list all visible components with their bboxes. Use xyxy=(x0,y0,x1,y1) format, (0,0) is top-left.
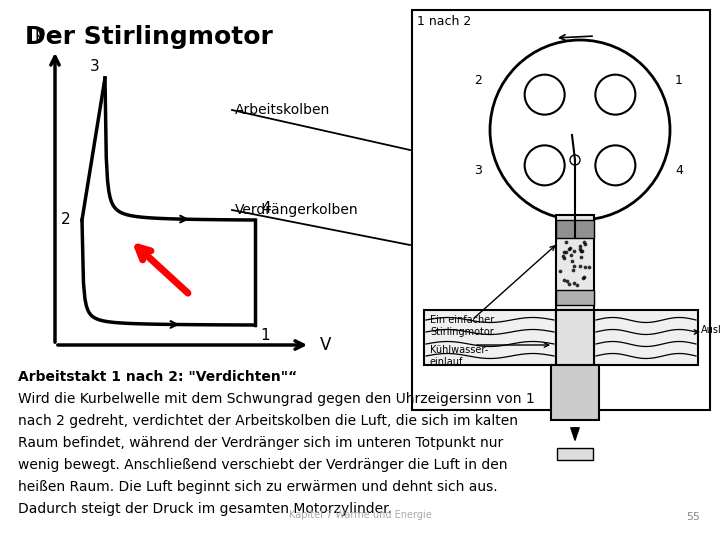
Point xyxy=(577,247,588,256)
Point xyxy=(559,254,570,262)
Text: Verdrängerkolben: Verdrängerkolben xyxy=(235,203,359,217)
Text: Arbeitstakt 1 nach 2: "Verdichten"“: Arbeitstakt 1 nach 2: "Verdichten"“ xyxy=(18,370,297,384)
Bar xyxy=(551,365,599,420)
Point xyxy=(575,245,586,253)
Text: Ein einfacher: Ein einfacher xyxy=(430,315,494,325)
Text: Arbeitskolben: Arbeitskolben xyxy=(235,103,330,117)
Text: Stirlingmotor: Stirlingmotor xyxy=(430,327,494,337)
Bar xyxy=(556,310,594,365)
Bar xyxy=(594,310,698,365)
Point xyxy=(558,248,570,256)
Point xyxy=(579,240,590,249)
Text: Kühlwasser-: Kühlwasser- xyxy=(430,345,488,355)
Point xyxy=(583,262,595,271)
Text: 1 nach 2: 1 nach 2 xyxy=(417,15,472,28)
Text: 2: 2 xyxy=(474,74,482,87)
Text: Dadurch steigt der Druck im gesamten Motorzylinder.: Dadurch steigt der Druck im gesamten Mot… xyxy=(18,502,392,516)
Point xyxy=(577,274,589,282)
Bar xyxy=(424,310,556,365)
Text: 3: 3 xyxy=(474,164,482,177)
Point xyxy=(566,257,577,266)
Point xyxy=(564,243,575,252)
Text: Kapitel 7 Wärme und Energie: Kapitel 7 Wärme und Energie xyxy=(289,510,431,520)
Text: 3: 3 xyxy=(90,59,100,74)
Point xyxy=(575,253,587,262)
Text: einlauf: einlauf xyxy=(430,357,464,367)
Point xyxy=(575,262,586,271)
Bar xyxy=(556,215,594,310)
Point xyxy=(564,245,575,253)
Text: Wird die Kurbelwelle mit dem Schwungrad gegen den Uhrzeigersinn von 1: Wird die Kurbelwelle mit dem Schwungrad … xyxy=(18,392,535,406)
Point xyxy=(574,241,585,250)
Point xyxy=(560,238,572,246)
Point xyxy=(575,247,587,255)
Point xyxy=(579,262,590,271)
Point xyxy=(560,248,572,256)
Bar xyxy=(412,10,710,410)
Text: 2: 2 xyxy=(60,213,70,227)
Bar xyxy=(556,220,594,238)
Bar xyxy=(557,448,593,460)
Text: Auslauf: Auslauf xyxy=(701,325,720,335)
Point xyxy=(569,247,580,255)
Point xyxy=(561,277,572,286)
Point xyxy=(578,238,590,247)
Point xyxy=(563,280,575,288)
Point xyxy=(567,266,579,274)
Text: V: V xyxy=(320,336,331,354)
Point xyxy=(565,251,577,259)
Text: p: p xyxy=(35,24,45,42)
Text: 1: 1 xyxy=(260,328,269,343)
Text: wenig bewegt. Anschließend verschiebt der Verdränger die Luft in den: wenig bewegt. Anschließend verschiebt de… xyxy=(18,458,508,472)
Point xyxy=(558,251,570,260)
Point xyxy=(571,281,582,289)
Text: Der Stirlingmotor: Der Stirlingmotor xyxy=(25,25,273,49)
Point xyxy=(559,275,570,284)
Text: 55: 55 xyxy=(686,512,700,522)
Point xyxy=(568,278,580,287)
Circle shape xyxy=(570,155,580,165)
Text: Raum befindet, während der Verdränger sich im unteren Totpunkt nur: Raum befindet, während der Verdränger si… xyxy=(18,436,503,450)
Point xyxy=(554,266,566,275)
Text: 1: 1 xyxy=(675,74,683,87)
Text: 4: 4 xyxy=(261,201,271,216)
Bar xyxy=(556,290,594,305)
Text: heißen Raum. Die Luft beginnt sich zu erwärmen und dehnt sich aus.: heißen Raum. Die Luft beginnt sich zu er… xyxy=(18,480,498,494)
Text: 4: 4 xyxy=(675,164,683,177)
Point xyxy=(568,261,580,270)
Text: nach 2 gedreht, verdichtet der Arbeitskolben die Luft, die sich im kalten: nach 2 gedreht, verdichtet der Arbeitsko… xyxy=(18,414,518,428)
Point xyxy=(578,272,590,281)
